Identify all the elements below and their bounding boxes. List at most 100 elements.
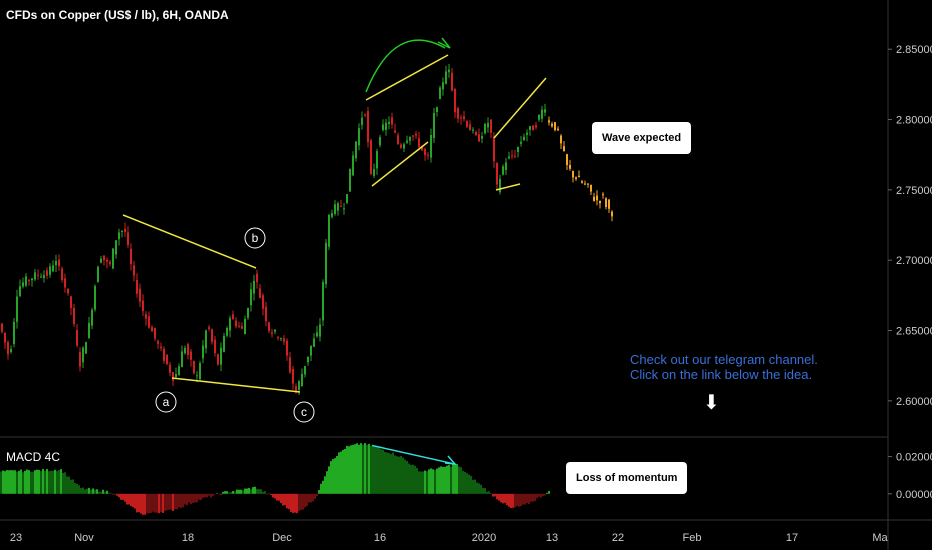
macd-bar xyxy=(254,486,256,494)
candle-body xyxy=(40,276,42,278)
macd-bar xyxy=(518,493,520,507)
macd-bar xyxy=(504,493,506,503)
macd-bar xyxy=(524,493,526,505)
candle-body xyxy=(475,132,477,136)
macd-bar xyxy=(204,493,206,498)
macd-bar xyxy=(8,470,10,494)
candle-body xyxy=(451,72,453,91)
macd-bar xyxy=(466,473,468,494)
candle-body xyxy=(520,141,522,144)
macd-bar xyxy=(380,449,382,494)
candle-body xyxy=(70,296,72,309)
candle-body xyxy=(406,140,408,143)
macd-bar xyxy=(200,493,202,501)
macd-bar xyxy=(216,493,218,494)
macd-bar xyxy=(342,449,344,494)
macd-bar xyxy=(90,489,92,494)
macd-bar xyxy=(360,443,362,494)
macd-bar xyxy=(298,493,300,512)
candle-body xyxy=(439,87,441,100)
candle-body xyxy=(157,341,159,344)
macd-bar xyxy=(320,483,322,494)
candle-body xyxy=(112,248,114,269)
macd-bar xyxy=(162,493,164,513)
candle-body xyxy=(424,148,426,156)
wave-label-circle xyxy=(244,227,266,249)
macd-bar xyxy=(18,470,20,494)
telegram-note: Check out our telegram channel. Click on… xyxy=(630,352,818,382)
macd-bar xyxy=(34,470,36,494)
macd-bar xyxy=(190,493,192,505)
projected-candle-body xyxy=(566,154,568,166)
macd-bar xyxy=(442,466,444,494)
candle-body xyxy=(541,109,543,119)
candle-body xyxy=(148,316,150,328)
candle-body xyxy=(280,338,282,340)
candle-body xyxy=(46,270,48,276)
trendline xyxy=(171,377,301,393)
macd-bar xyxy=(244,488,246,494)
macd-bar xyxy=(16,471,18,494)
macd-bar xyxy=(310,493,312,503)
candle-body xyxy=(304,365,306,375)
macd-bar xyxy=(12,470,14,494)
projected-candle-body xyxy=(587,183,589,185)
macd-bar xyxy=(114,493,116,495)
candle-body xyxy=(511,155,513,157)
candle-body xyxy=(52,265,54,272)
candle-body xyxy=(106,259,108,262)
macd-bar xyxy=(542,493,544,496)
macd-bar xyxy=(370,445,372,494)
macd-bar xyxy=(70,479,72,494)
trendline xyxy=(493,77,547,139)
candle-body xyxy=(10,349,12,353)
projected-candle-body xyxy=(575,177,577,179)
candle-body xyxy=(457,108,459,119)
candle-body xyxy=(532,125,534,131)
macd-bar xyxy=(170,493,172,510)
candle-body xyxy=(274,329,276,332)
macd-bar xyxy=(120,493,122,500)
macd-bar xyxy=(198,493,200,500)
macd-bar xyxy=(82,487,84,494)
macd-bar xyxy=(256,488,258,494)
macd-bar xyxy=(302,493,304,510)
candle-body xyxy=(526,132,528,135)
candle-body xyxy=(529,126,531,130)
loss-of-momentum-callout: Loss of momentum xyxy=(566,462,688,494)
macd-bar xyxy=(184,493,186,505)
drawings: a b c xyxy=(122,37,547,423)
macd-bar xyxy=(220,493,222,495)
macd-bar xyxy=(296,493,298,514)
candle-body xyxy=(394,130,396,133)
candle-body xyxy=(412,135,414,137)
macd-bar xyxy=(294,493,296,513)
macd-bar xyxy=(506,493,508,506)
candle-body xyxy=(259,288,261,298)
candle-body xyxy=(262,295,264,309)
macd-bar xyxy=(24,470,26,494)
macd-bar xyxy=(236,489,238,494)
candle-body xyxy=(400,144,402,148)
macd-bar xyxy=(458,466,460,494)
macd-bar xyxy=(38,469,40,494)
candle-body xyxy=(238,325,240,327)
candle-body xyxy=(355,141,357,159)
macd-bar xyxy=(282,493,284,506)
time-tick-label: 18 xyxy=(182,532,194,544)
candle-body xyxy=(214,339,216,354)
macd-bar xyxy=(528,493,530,505)
candle-body xyxy=(217,354,219,365)
macd-bar xyxy=(350,445,352,494)
candle-body xyxy=(82,347,84,363)
candle-body xyxy=(211,329,213,342)
macd-bar xyxy=(278,493,280,501)
macd-bar xyxy=(530,493,532,502)
macd-bar xyxy=(54,469,56,494)
macd-bar xyxy=(326,471,328,494)
macd-tick-label: 0.00000 xyxy=(896,489,932,501)
macd-bar xyxy=(356,443,358,494)
candle-body xyxy=(346,194,348,203)
macd-bar xyxy=(156,493,158,513)
